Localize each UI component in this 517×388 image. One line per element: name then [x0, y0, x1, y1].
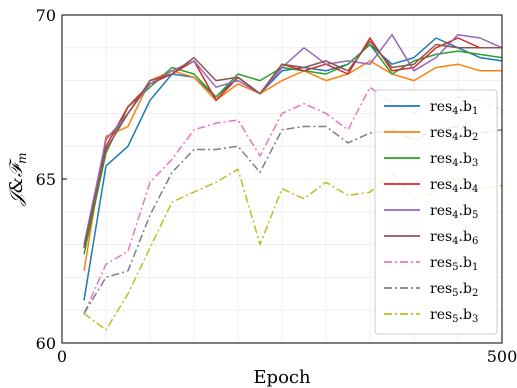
legend-label: res4.b4	[430, 177, 478, 195]
svg-text:𝒥&ℱm: 𝒥&ℱm	[6, 152, 29, 206]
legend-item-5-3: res5.b3	[384, 307, 478, 325]
y-tick-label: 65	[36, 170, 56, 189]
legend-label: res4.b1	[430, 99, 478, 117]
y-tick-label: 70	[36, 6, 56, 25]
legend-label: res4.b3	[430, 151, 478, 169]
legend-item-4-5: res4.b5	[384, 203, 478, 221]
x-tick-label: 0	[57, 347, 67, 366]
legend-frame	[374, 89, 498, 335]
legend-item-5-1: res5.b1	[384, 255, 478, 273]
y-axis-label: 𝒥&ℱm	[6, 152, 29, 206]
y-axis-label-sub: m	[15, 152, 29, 163]
series-line-4-6	[83, 40, 502, 249]
legend-label: res5.b1	[430, 255, 478, 273]
y-tick-label: 60	[36, 334, 56, 353]
legend-item-4-3: res4.b3	[384, 151, 478, 169]
series-line-5-2	[83, 125, 503, 314]
legend-item-4-1: res4.b1	[384, 99, 478, 117]
series-line-4-5	[83, 33, 503, 245]
legend-items: res4.b1 res4.b2 res4.b3 res4.b4 res4.b5 res4.…	[384, 99, 478, 325]
y-axis-label-main: 𝒥&ℱ	[6, 158, 27, 206]
legend-label: res4.b6	[430, 229, 478, 247]
legend-item-4-4: res4.b4	[384, 177, 478, 195]
legend-item-5-2: res5.b2	[384, 281, 478, 299]
legend-item-4-6: res4.b6	[384, 229, 478, 247]
x-tick-label: 500	[487, 347, 517, 366]
legend-label: res5.b3	[430, 307, 478, 325]
x-axis-label: Epoch	[253, 367, 311, 388]
legend-item-4-2: res4.b2	[384, 125, 478, 143]
series-line-4-3	[83, 43, 503, 255]
legend-label: res4.b5	[430, 203, 478, 221]
legend-label: res4.b2	[430, 125, 478, 143]
legend-label: res5.b2	[430, 281, 478, 299]
legend: res4.b1 res4.b2 res4.b3 res4.b4 res4.b5 res4.…	[374, 89, 498, 335]
axis-ticks: 0 500 60 65 70	[36, 6, 517, 366]
